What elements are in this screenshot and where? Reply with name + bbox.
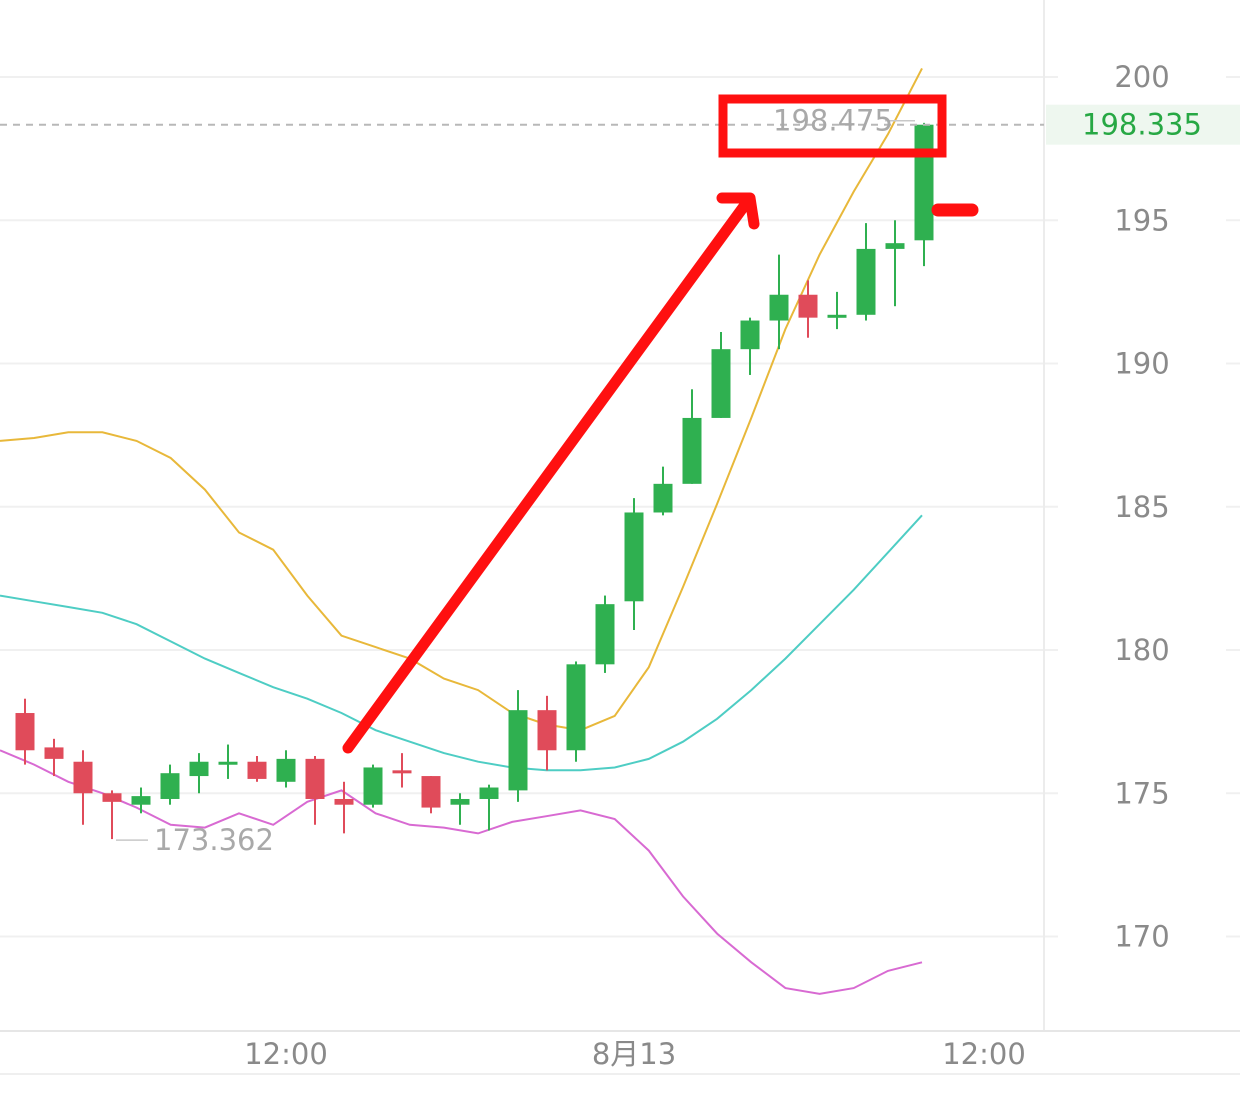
candle-body: [595, 604, 615, 665]
upper-band-line: [0, 67, 923, 732]
candle-body: [131, 796, 151, 805]
x-tick-label: 12:00: [942, 1037, 1026, 1071]
candle-body: [247, 761, 267, 779]
current-price-tag: 198.335: [1082, 108, 1202, 142]
candle-body: [15, 713, 35, 751]
candle-body: [624, 512, 644, 602]
candle-body: [102, 793, 122, 802]
candle: [305, 756, 325, 825]
candle: [15, 698, 35, 765]
drawn-annotations: [342, 94, 979, 754]
candle-body: [856, 248, 876, 315]
candle: [769, 254, 789, 350]
candle: [131, 787, 151, 814]
candle-body: [711, 349, 731, 418]
candle: [73, 750, 93, 825]
y-tick-label: 170: [1114, 920, 1169, 954]
y-tick-label: 185: [1114, 490, 1169, 524]
candle: [276, 750, 296, 788]
current-price-indicator: 198.335: [0, 104, 1240, 145]
lower-band-line: [0, 749, 923, 995]
candle-body: [392, 770, 412, 774]
low-price-label: 173.362: [154, 823, 274, 857]
candle: [798, 280, 818, 338]
candle-body: [160, 773, 180, 799]
y-tick-label: 200: [1114, 60, 1169, 94]
y-axis-labels: 200 195 190 185 180 175 170: [1114, 60, 1169, 954]
candle-body: [363, 767, 383, 805]
candle: [682, 389, 702, 484]
candle-body: [798, 294, 818, 318]
y-tick-label: 195: [1114, 203, 1169, 237]
candle-body: [827, 314, 847, 318]
candle-body: [914, 124, 934, 241]
candle-body: [566, 664, 586, 751]
grid-lines: [0, 76, 1240, 938]
candle: [566, 661, 586, 762]
x-tick-label: 12:00: [244, 1037, 328, 1071]
candle: [653, 466, 673, 516]
candle-body: [305, 758, 325, 799]
candle-body: [44, 747, 64, 759]
candle: [363, 764, 383, 808]
candle: [885, 220, 905, 307]
candle: [595, 595, 615, 673]
candle-body: [740, 320, 760, 350]
candle: [189, 753, 209, 794]
middle-band-line: [0, 514, 923, 772]
annotation-box: [718, 94, 947, 158]
y-tick-label: 190: [1114, 347, 1169, 381]
candle: [44, 738, 64, 777]
candle-body: [682, 417, 702, 484]
axis-separators: [0, 0, 1240, 1075]
x-tick-label: 8月13: [592, 1037, 676, 1071]
bollinger-bands: [0, 67, 923, 995]
candle: [392, 753, 412, 788]
y-tick-label: 175: [1114, 776, 1169, 810]
candle: [421, 776, 441, 814]
candle: [914, 122, 934, 267]
y-tick-label: 180: [1114, 633, 1169, 667]
candle: [508, 690, 528, 802]
candle-body: [450, 798, 470, 805]
candle-body: [537, 710, 557, 751]
candle-body: [885, 243, 905, 249]
candle: [711, 331, 731, 418]
candle: [827, 291, 847, 330]
candlestick-series: [15, 122, 934, 840]
x-axis-labels: 12:00 8月13 12:00: [244, 1037, 1026, 1071]
candle: [247, 756, 267, 782]
high-low-markers: 198.475 173.362: [116, 104, 915, 857]
candle: [450, 793, 470, 825]
candle-body: [479, 787, 499, 799]
candle: [160, 764, 180, 805]
high-price-label: 198.475: [773, 104, 893, 138]
candle-body: [189, 761, 209, 777]
candle-body: [276, 758, 296, 782]
candle-body: [508, 710, 528, 791]
candle: [479, 784, 499, 831]
candle: [740, 317, 760, 375]
candle: [856, 223, 876, 321]
current-price-tag-bg: [1046, 104, 1240, 145]
candle: [537, 695, 557, 771]
candle-body: [653, 483, 673, 513]
candle: [624, 498, 644, 630]
candle-body: [73, 761, 93, 794]
candle-body: [334, 798, 354, 805]
candle: [334, 781, 354, 834]
candle-body: [421, 776, 441, 808]
candle-body: [769, 294, 789, 321]
annotation-arrow: [342, 192, 760, 754]
candle-body: [218, 761, 238, 765]
candle: [102, 790, 122, 840]
candle: [218, 744, 238, 779]
